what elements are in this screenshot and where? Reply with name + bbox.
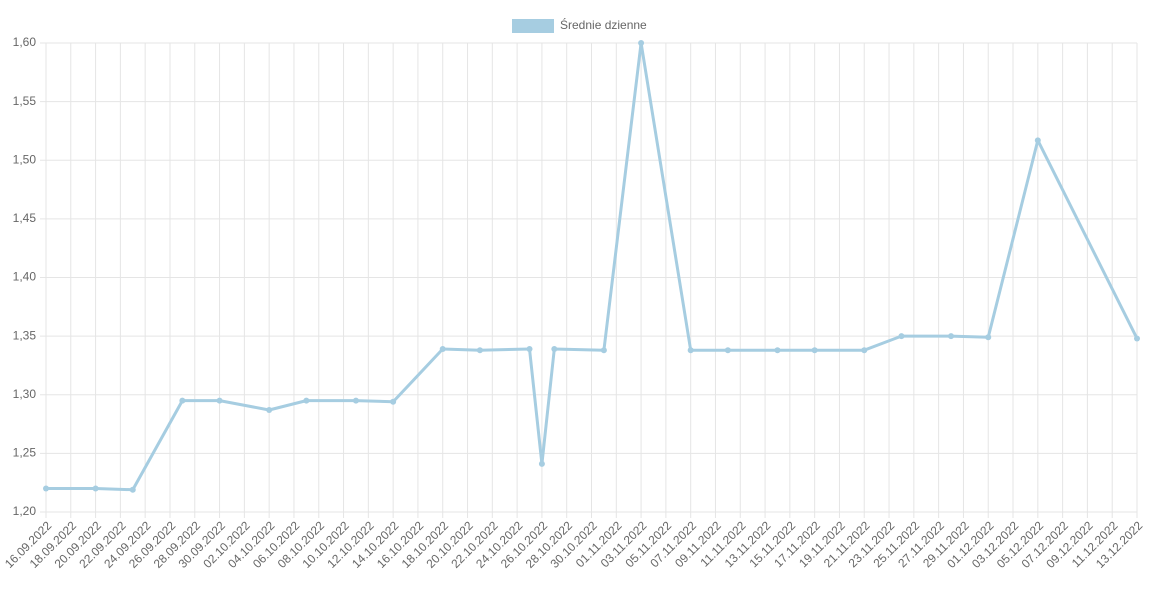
point xyxy=(92,485,99,492)
y-tick-label: 1,20 xyxy=(13,504,37,518)
point xyxy=(898,333,905,340)
y-tick-label: 1,30 xyxy=(13,387,37,401)
point xyxy=(811,347,818,354)
point xyxy=(538,460,545,467)
line xyxy=(46,41,1139,492)
point xyxy=(774,347,781,354)
point xyxy=(526,346,533,353)
y-tick-label: 1,35 xyxy=(13,328,37,342)
y-tick-label: 1,40 xyxy=(13,270,37,284)
point xyxy=(303,397,310,404)
point xyxy=(724,347,731,354)
point xyxy=(1134,335,1140,342)
point xyxy=(638,40,645,46)
point xyxy=(687,347,694,354)
y-tick-label: 1,25 xyxy=(13,446,37,460)
point xyxy=(439,346,446,353)
point xyxy=(551,346,558,353)
point xyxy=(390,398,397,405)
point xyxy=(43,485,49,492)
y-tick-label: 1,45 xyxy=(13,211,37,225)
point xyxy=(216,397,223,404)
y-tick-label: 1,60 xyxy=(13,35,37,49)
point xyxy=(948,333,955,340)
y-tick-label: 1,55 xyxy=(13,94,37,108)
point xyxy=(352,397,359,404)
point xyxy=(179,397,186,404)
point xyxy=(861,347,868,354)
point xyxy=(1034,137,1041,144)
legend-label: Średnie dzienne xyxy=(560,17,647,32)
point xyxy=(266,406,273,413)
point xyxy=(129,486,136,493)
point xyxy=(600,347,607,354)
point xyxy=(476,347,483,354)
point xyxy=(985,334,992,341)
legend-swatch xyxy=(512,19,554,33)
y-tick-label: 1,50 xyxy=(13,152,37,166)
